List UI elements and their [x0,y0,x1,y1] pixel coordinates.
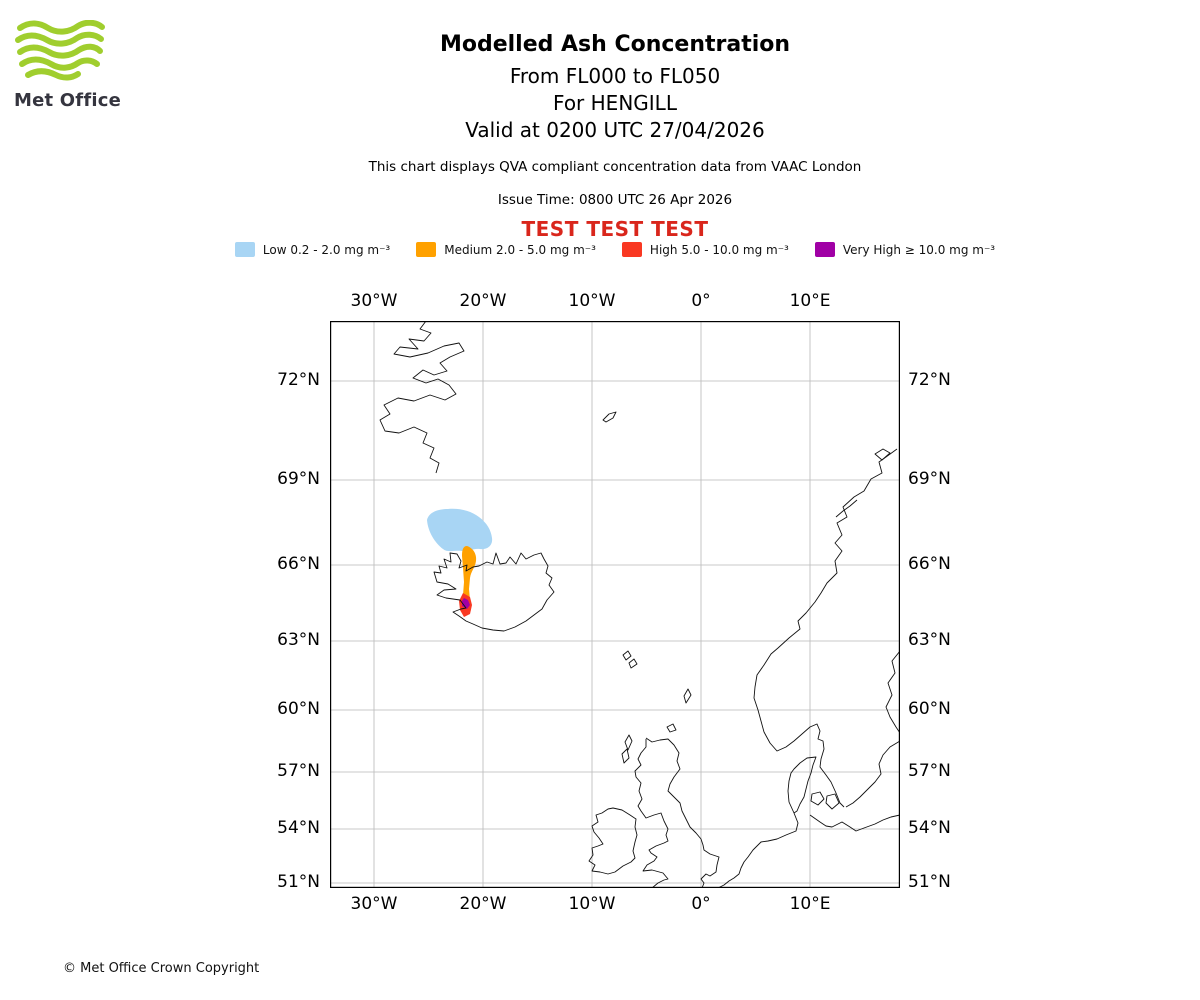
met-office-wordmark: Met Office [14,90,122,111]
legend-label-very-high: Very High ≥ 10.0 mg m⁻³ [842,242,996,257]
jan-mayen-island [602,411,617,423]
lat-label-left-54n: 54°N [277,818,320,838]
lon-label-bottom-20w: 20°W [459,894,507,914]
lat-label-left-60n: 60°N [277,699,320,719]
legend-item-low: Low 0.2 - 2.0 mg m⁻³ [234,242,391,257]
legend-label-low: Low 0.2 - 2.0 mg m⁻³ [262,242,391,257]
issue-time: Issue Time: 0800 UTC 26 Apr 2026 [497,192,733,208]
coastlines [379,321,900,888]
lon-label-bottom-10e: 10°E [789,894,831,914]
lat-label-right-54n: 54°N [908,818,951,838]
norway-coastline [753,448,898,808]
shetland-islands [683,688,692,704]
legend-label-medium: Medium 2.0 - 5.0 mg m⁻³ [444,242,596,257]
lat-label-left-66n: 66°N [277,554,320,574]
ash-plumes [427,508,493,617]
iceland-coastline [433,552,555,632]
lat-label-left-51n: 51°N [277,872,320,892]
lon-label-top-30w: 30°W [350,291,398,311]
lon-label-bottom-0: 0° [691,894,711,914]
legend-item-medium: Medium 2.0 - 5.0 mg m⁻³ [416,242,596,257]
ash-plume-low [427,508,493,552]
map-canvas [330,321,900,888]
lon-label-top-0: 0° [691,291,711,311]
lat-label-left-63n: 63°N [277,630,320,650]
sweden-baltic-coastline [845,650,900,808]
legend-swatch-high [621,242,642,257]
volcano-line: For HENGILL [553,91,677,115]
legend-item-very-high: Very High ≥ 10.0 mg m⁻³ [814,242,996,257]
test-banner: TEST TEST TEST [521,217,709,241]
senja-island [874,448,891,461]
baltic-south-coastline [809,814,900,832]
legend-swatch-low [234,242,255,257]
lat-label-right-72n: 72°N [908,370,951,390]
legend: Low 0.2 - 2.0 mg m⁻³ Medium 2.0 - 5.0 mg… [15,242,1200,257]
lofoten-islands [835,499,858,518]
graticule [330,321,900,888]
lat-label-left-69n: 69°N [277,469,320,489]
lat-label-right-69n: 69°N [908,469,951,489]
lat-label-right-63n: 63°N [908,630,951,650]
lon-label-top-10e: 10°E [789,291,831,311]
met-office-waves-icon [15,19,105,81]
ireland-coastline [588,807,638,875]
lat-label-right-57n: 57°N [908,761,951,781]
copyright-notice: © Met Office Crown Copyright [63,961,260,976]
orkney-islands [666,723,677,733]
greenland-coastline [379,321,465,474]
continental-europe-coastline [717,812,799,888]
denmark-coastline [787,756,840,814]
lon-label-top-10w: 10°W [568,291,616,311]
great-britain-coastline [634,737,720,888]
hebrides-islands [621,734,633,764]
lon-label-bottom-30w: 30°W [350,894,398,914]
flight-level-line: From FL000 to FL050 [509,64,721,88]
met-office-logo: Met Office [14,19,144,111]
ash-plume-very-high [462,598,470,609]
valid-time-line: Valid at 0200 UTC 27/04/2026 [465,118,765,142]
lat-label-right-51n: 51°N [908,872,951,892]
lat-label-left-72n: 72°N [277,370,320,390]
lat-label-right-60n: 60°N [908,699,951,719]
legend-item-high: High 5.0 - 10.0 mg m⁻³ [621,242,789,257]
qva-note: This chart displays QVA compliant concen… [368,159,862,175]
chart-title: Modelled Ash Concentration [439,32,791,57]
legend-swatch-very-high [814,242,835,257]
lon-label-bottom-10w: 10°W [568,894,616,914]
legend-swatch-medium [416,242,437,257]
lat-label-right-66n: 66°N [908,554,951,574]
map-frame [330,321,900,888]
faroe-islands [622,650,638,669]
lat-label-left-57n: 57°N [277,761,320,781]
lon-label-top-20w: 20°W [459,291,507,311]
legend-label-high: High 5.0 - 10.0 mg m⁻³ [649,242,789,257]
